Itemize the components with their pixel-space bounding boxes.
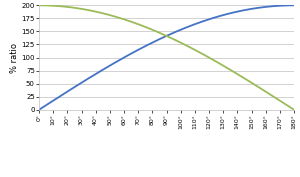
Deflection xyxy=(212,17,216,19)
Deflection xyxy=(241,10,244,12)
Included xyxy=(292,109,296,111)
Deflection xyxy=(149,42,153,44)
Legend: Deflection, Included: Deflection, Included xyxy=(102,174,231,177)
Included xyxy=(241,76,244,78)
Deflection xyxy=(37,109,41,111)
Deflection xyxy=(292,4,296,6)
Deflection xyxy=(140,47,144,49)
Included xyxy=(212,59,216,61)
Line: Deflection: Deflection xyxy=(39,5,294,110)
Deflection xyxy=(236,10,240,13)
Included xyxy=(63,6,67,8)
Included xyxy=(140,25,144,27)
Line: Included: Included xyxy=(39,5,294,110)
Included xyxy=(236,73,240,75)
Included xyxy=(149,28,153,30)
Y-axis label: % ratio: % ratio xyxy=(10,42,19,73)
Included xyxy=(37,4,41,6)
Deflection xyxy=(63,92,67,94)
